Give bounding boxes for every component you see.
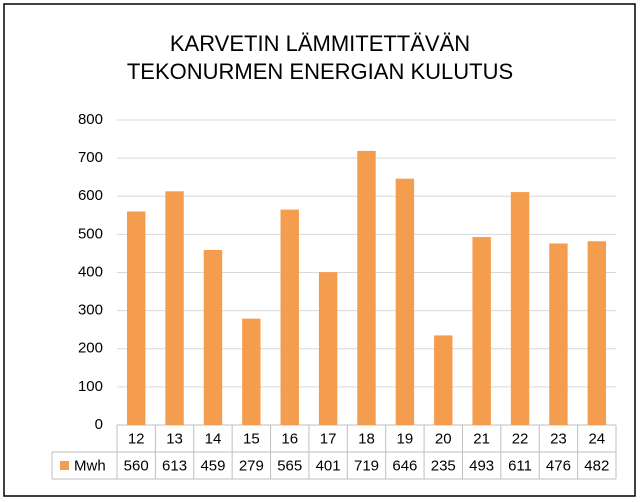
chart-title: KARVETIN LÄMMITETTÄVÄN TEKONURMEN ENERGI…: [126, 31, 514, 84]
bar: [126, 211, 146, 425]
y-tick-label: 0: [95, 416, 103, 433]
x-tick-label: 17: [320, 430, 337, 447]
x-tick-label: 13: [166, 430, 183, 447]
x-tick-label: 24: [588, 430, 605, 447]
y-tick-label: 100: [78, 378, 103, 395]
x-tick-label: 14: [205, 430, 222, 447]
data-label: 482: [584, 457, 609, 474]
bar: [549, 243, 568, 425]
legend-swatch: [60, 461, 69, 470]
data-label: 560: [124, 457, 149, 474]
x-tick-label: 20: [435, 430, 452, 447]
data-label: 613: [162, 457, 187, 474]
bar: [434, 335, 453, 425]
bar: [203, 250, 223, 425]
x-tick-label: 22: [512, 430, 529, 447]
y-tick-label: 400: [78, 263, 103, 280]
x-tick-label: 23: [550, 430, 567, 447]
bar: [587, 241, 607, 425]
bar: [472, 237, 491, 425]
y-tick-label: 500: [78, 225, 103, 242]
y-tick-label: 700: [78, 149, 103, 166]
data-label: 459: [200, 457, 225, 474]
bar: [510, 192, 530, 425]
data-label: 493: [469, 457, 494, 474]
data-label: 279: [239, 457, 264, 474]
data-label: 476: [546, 457, 571, 474]
x-tick-label: 21: [473, 430, 490, 447]
y-tick-label: 600: [78, 187, 103, 204]
bar: [357, 150, 376, 425]
x-tick-label: 18: [358, 430, 375, 447]
data-label: 719: [354, 457, 379, 474]
data-label: 565: [277, 457, 302, 474]
bar: [280, 209, 299, 425]
bar: [242, 318, 261, 425]
data-label: 401: [316, 457, 341, 474]
bar: [395, 178, 415, 425]
x-tick-label: 19: [397, 430, 414, 447]
bar: [165, 191, 184, 425]
x-tick-label: 16: [281, 430, 298, 447]
x-tick-label: 15: [243, 430, 260, 447]
data-label: 235: [431, 457, 456, 474]
y-tick-label: 200: [78, 340, 103, 357]
x-tick-label: 12: [128, 430, 145, 447]
data-label: 646: [392, 457, 417, 474]
y-tick-label: 300: [78, 302, 103, 319]
y-tick-label: 800: [78, 111, 103, 128]
data-label: 611: [508, 457, 532, 474]
legend-label: Mwh: [74, 457, 106, 474]
bar: [318, 272, 338, 425]
